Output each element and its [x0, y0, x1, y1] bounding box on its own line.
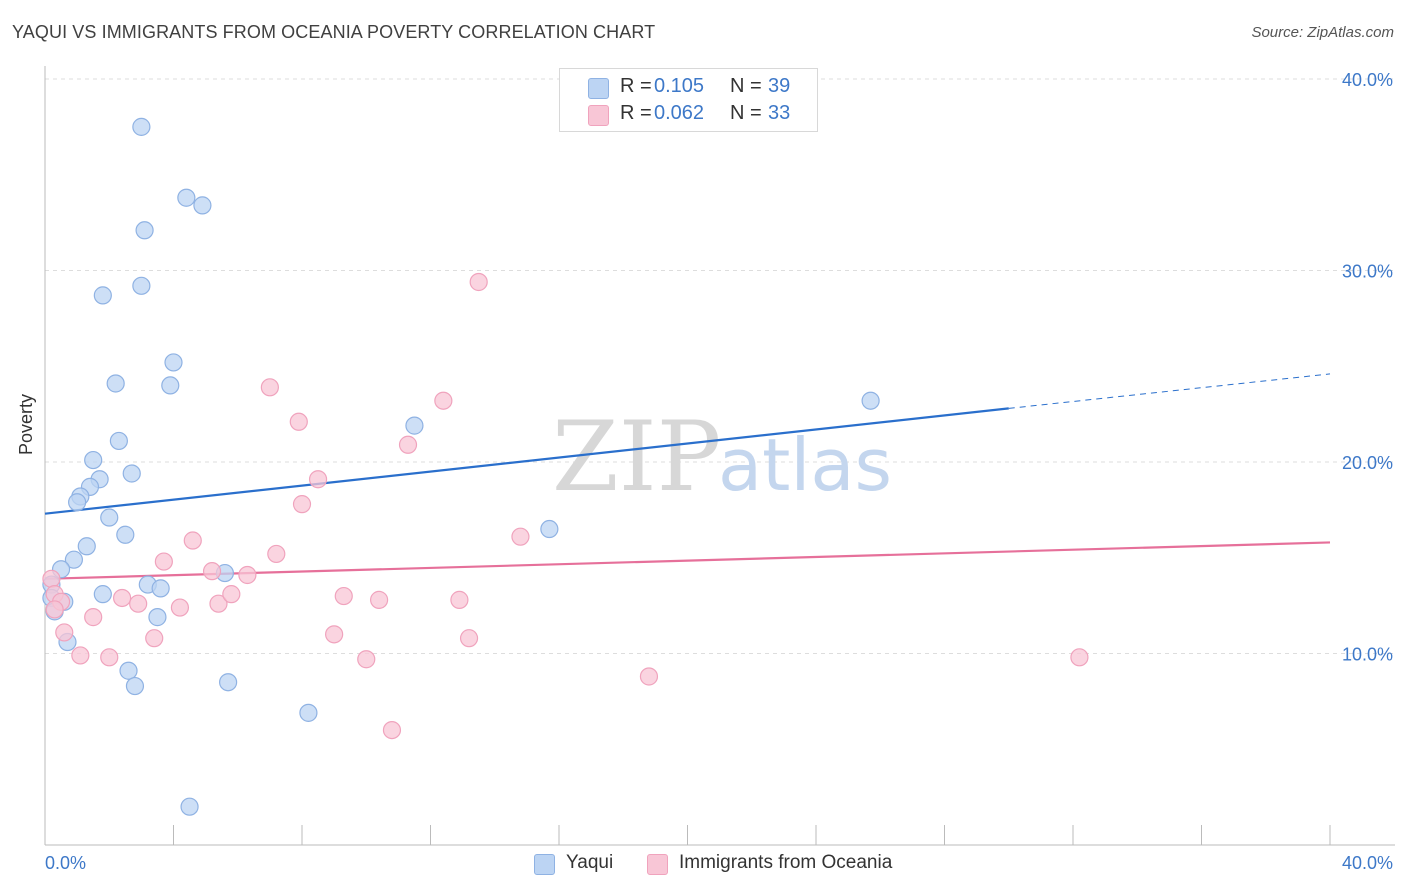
oceania-n-value: 33 [768, 102, 791, 124]
yaqui-point [77, 537, 96, 556]
yaqui-point [148, 608, 167, 627]
y-tick-label: 40.0% [1342, 70, 1393, 90]
n-label: N = [730, 75, 762, 97]
r-label: R = [620, 102, 652, 124]
yaqui-point [151, 579, 170, 598]
yaqui-point [122, 464, 141, 483]
oceania-point [450, 590, 469, 609]
oceania-point [183, 531, 202, 550]
yaqui-legend-label: Yaqui [566, 852, 614, 873]
oceania-point [325, 625, 344, 644]
yaqui-point [116, 525, 135, 544]
x-tick-label: 0.0% [45, 853, 86, 873]
oceania-point [209, 594, 228, 613]
oceania-point [398, 435, 418, 454]
yaqui-point [540, 519, 559, 539]
oceania-legend-label: Immigrants from Oceania [679, 852, 893, 873]
oceania-point [434, 391, 453, 410]
yaqui-r-value: 0.105 [654, 75, 705, 97]
yaqui-point [132, 117, 151, 136]
oceania-point [357, 650, 376, 669]
yaqui-point [405, 416, 424, 435]
watermark-atlas: atlas [718, 423, 892, 507]
yaqui-point [93, 585, 112, 604]
source-label: Source: ZipAtlas.com [1251, 24, 1394, 41]
watermark-zip: ZIP [552, 401, 721, 513]
yaqui-point [180, 797, 199, 816]
yaqui-swatch [588, 78, 609, 99]
yaqui-point [125, 676, 145, 696]
yaqui-point [68, 493, 87, 512]
oceania-point [639, 667, 659, 686]
y-tick-label: 20.0% [1342, 453, 1393, 473]
y-tick-label: 10.0% [1342, 645, 1393, 665]
oceania-point [469, 272, 488, 292]
oceania-point [42, 569, 61, 588]
yaqui-point [64, 550, 84, 569]
oceania-point [382, 720, 402, 740]
oceania-point [292, 495, 312, 514]
trend-lines [44, 373, 1331, 580]
yaqui-point [177, 188, 196, 207]
oceania-point [308, 470, 328, 489]
yaqui-point [193, 196, 212, 215]
yaqui-point [164, 353, 183, 372]
tick-labels: 10.0% 20.0% 30.0% 40.0% 0.0% 40.0% [45, 70, 1393, 873]
oceania-r-value: 0.062 [654, 102, 705, 124]
yaqui-point [861, 391, 880, 410]
y-tick-label: 30.0% [1342, 262, 1393, 282]
yaqui-point [119, 661, 138, 680]
yaqui-point [84, 450, 103, 470]
yaqui-trend-extension [1008, 373, 1331, 409]
yaqui-point [161, 376, 180, 395]
oceania-point [55, 623, 74, 642]
oceania-point [222, 585, 241, 604]
yaqui-point [93, 286, 112, 305]
yaqui-point [132, 276, 151, 295]
yaqui-point [135, 221, 154, 240]
oceania-point [260, 378, 279, 397]
oceania-point [84, 608, 103, 627]
yaqui-point [100, 508, 119, 527]
yaqui-point [106, 374, 125, 393]
oceania-point [100, 648, 119, 667]
yaqui-point [109, 431, 128, 451]
oceania-point [238, 565, 257, 585]
oceania-point [370, 590, 389, 609]
oceania-point [459, 629, 479, 648]
oceania-point [1070, 648, 1089, 667]
yaqui-trend-line [44, 407, 1009, 515]
oceania-point [511, 527, 530, 546]
yaqui-point [219, 673, 238, 692]
x-tick-label: 40.0% [1342, 853, 1393, 873]
chart-title: YAQUI VS IMMIGRANTS FROM OCEANIA POVERTY… [12, 22, 656, 42]
oceania-swatch [588, 105, 609, 126]
yaqui-point [299, 703, 318, 722]
oceania-point [202, 562, 222, 581]
oceania-point [154, 552, 173, 571]
oceania-point [267, 544, 286, 564]
axes [44, 66, 1395, 846]
n-label: N = [730, 102, 762, 124]
data-points [42, 117, 1089, 816]
oceania-point [289, 412, 308, 431]
stats-legend: R = 0.105 N = 39 R = 0.062 N = 33 [559, 68, 818, 132]
oceania-point [145, 629, 164, 648]
yaqui-n-value: 39 [768, 75, 791, 97]
oceania-point [112, 588, 132, 608]
oceania-point [334, 586, 353, 606]
r-label: R = [620, 75, 652, 97]
oceania-point [71, 646, 90, 665]
oceania-point [170, 598, 190, 617]
y-axis-label: Poverty [16, 393, 36, 455]
yaqui-legend-swatch [534, 854, 555, 875]
watermark: ZIP atlas [552, 401, 892, 513]
oceania-point [129, 594, 148, 613]
oceania-point [45, 600, 64, 619]
oceania-legend-swatch [647, 854, 668, 875]
oceania-trend-line [44, 541, 1331, 580]
